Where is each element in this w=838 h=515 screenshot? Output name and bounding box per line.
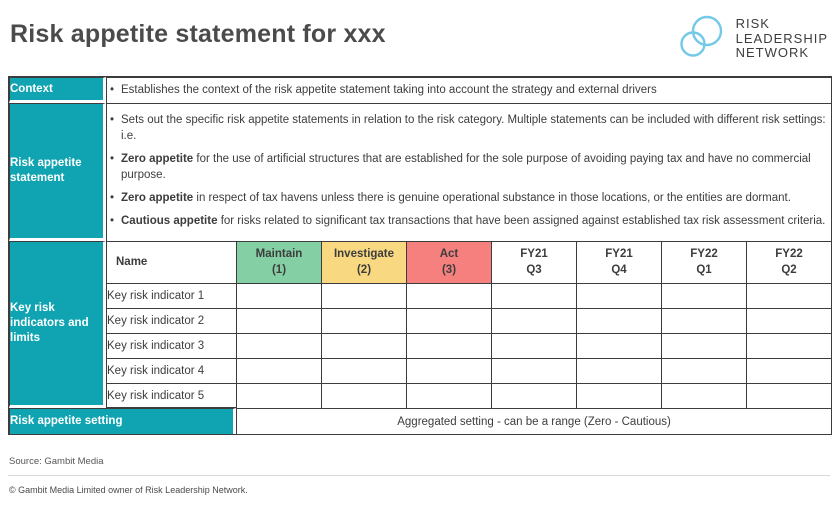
kri-value-cell: [406, 283, 491, 308]
kri-value-cell: [236, 283, 321, 308]
kri-row: Key risk indicator 3: [9, 333, 832, 358]
footer-divider: [8, 475, 830, 476]
kri-value-cell: [406, 333, 491, 358]
kri-name-cell: Key risk indicator 2: [106, 308, 236, 333]
logo-line-2: LEADERSHIP: [735, 30, 828, 46]
kri-value-cell: [321, 283, 406, 308]
kri-value-cell: [576, 358, 661, 383]
kri-value-cell: [491, 358, 576, 383]
statement-label: Risk appetite statement: [9, 103, 106, 241]
kri-value-cell: [746, 308, 832, 333]
kri-value-cell: [661, 358, 746, 383]
kri-value-cell: [321, 358, 406, 383]
kri-row: Key risk indicator 4: [9, 358, 832, 383]
kri-value-cell: [406, 308, 491, 333]
risk-appetite-table: Context Establishes the context of the r…: [8, 76, 833, 435]
kri-header-row: Key risk indicators and limits Name Maint…: [9, 241, 832, 408]
kri-value-cell: [491, 333, 576, 358]
bullet-item: Cautious appetite for risks related to s…: [107, 213, 831, 229]
kri-value-cell: [236, 308, 321, 333]
kri-column-header-fy22-q2: FY22 Q2: [746, 241, 832, 283]
kri-name-cell: Key risk indicator 1: [106, 283, 236, 308]
kri-value-cell: [746, 283, 832, 308]
kri-column-header-fy21-q3: FY21 Q3: [491, 241, 576, 283]
kri-value-cell: [576, 283, 661, 308]
kri-value-cell: [746, 383, 832, 408]
context-content: Establishes the context of the risk appe…: [106, 77, 832, 103]
kri-value-cell: [491, 383, 576, 408]
statement-bullets: Sets out the specific risk appetite stat…: [107, 112, 831, 230]
kri-value-cell: [661, 283, 746, 308]
context-bullets: Establishes the context of the risk appe…: [107, 82, 831, 98]
setting-row: Risk appetite setting Aggregated setting…: [9, 408, 832, 434]
kri-column-header-act-3: Act (3): [406, 241, 491, 283]
kri-value-cell: [406, 358, 491, 383]
kri-label: Key risk indicators and limits: [9, 241, 106, 408]
kri-column-header-fy21-q4: FY21 Q4: [576, 241, 661, 283]
kri-column-header-fy22-q1: FY22 Q1: [661, 241, 746, 283]
kri-column-header-name: Name: [106, 241, 236, 283]
kri-value-cell: [661, 383, 746, 408]
logo-line-1: RISK: [735, 15, 770, 31]
kri-value-cell: [236, 333, 321, 358]
kri-row: Key risk indicator 2: [9, 308, 832, 333]
kri-row: Key risk indicator 5: [9, 383, 832, 408]
copyright-note: © Gambit Media Limited owner of Risk Lea…: [9, 485, 248, 495]
logo-wordmark: RISK LEADERSHIP NETWORK: [735, 15, 828, 61]
bullet-item: Sets out the specific risk appetite stat…: [107, 112, 831, 144]
kri-name-cell: Key risk indicator 3: [106, 333, 236, 358]
setting-label: Risk appetite setting: [9, 408, 236, 434]
kri-value-cell: [576, 383, 661, 408]
kri-value-cell: [406, 383, 491, 408]
kri-name-cell: Key risk indicator 5: [106, 383, 236, 408]
kri-name-cell: Key risk indicator 4: [106, 358, 236, 383]
kri-value-cell: [491, 308, 576, 333]
statement-content: Sets out the specific risk appetite stat…: [106, 103, 832, 241]
source-note: Source: Gambit Media: [9, 456, 104, 467]
kri-value-cell: [576, 308, 661, 333]
logo-line-3: NETWORK: [735, 45, 810, 61]
kri-value-cell: [576, 333, 661, 358]
page-title: Risk appetite statement for xxx: [10, 20, 386, 48]
kri-value-cell: [236, 358, 321, 383]
kri-value-cell: [661, 333, 746, 358]
kri-column-header-investigate-2: Investigate (2): [321, 241, 406, 283]
kri-value-cell: [746, 358, 832, 383]
kri-value-cell: [236, 383, 321, 408]
statement-row: Risk appetite statement Sets out the spe…: [9, 103, 832, 241]
bullet-item: Zero appetite in respect of tax havens u…: [107, 190, 831, 206]
kri-value-cell: [746, 333, 832, 358]
kri-value-cell: [491, 283, 576, 308]
kri-value-cell: [661, 308, 746, 333]
context-row: Context Establishes the context of the r…: [9, 77, 832, 103]
kri-value-cell: [321, 308, 406, 333]
bullet-item: Establishes the context of the risk appe…: [107, 82, 831, 98]
bullet-item: Zero appetite for the use of artificial …: [107, 151, 831, 183]
context-label: Context: [9, 77, 106, 103]
kri-value-cell: [321, 333, 406, 358]
logo-circles-icon: [679, 15, 722, 57]
header: Risk appetite statement for xxx RISK LEA…: [8, 0, 830, 76]
kri-value-cell: [321, 383, 406, 408]
setting-value: Aggregated setting - can be a range (Zer…: [236, 408, 832, 434]
kri-row: Key risk indicator 1: [9, 283, 832, 308]
risk-leadership-network-logo: RISK LEADERSHIP NETWORK: [675, 12, 828, 66]
kri-column-header-maintain-1: Maintain (1): [236, 241, 321, 283]
